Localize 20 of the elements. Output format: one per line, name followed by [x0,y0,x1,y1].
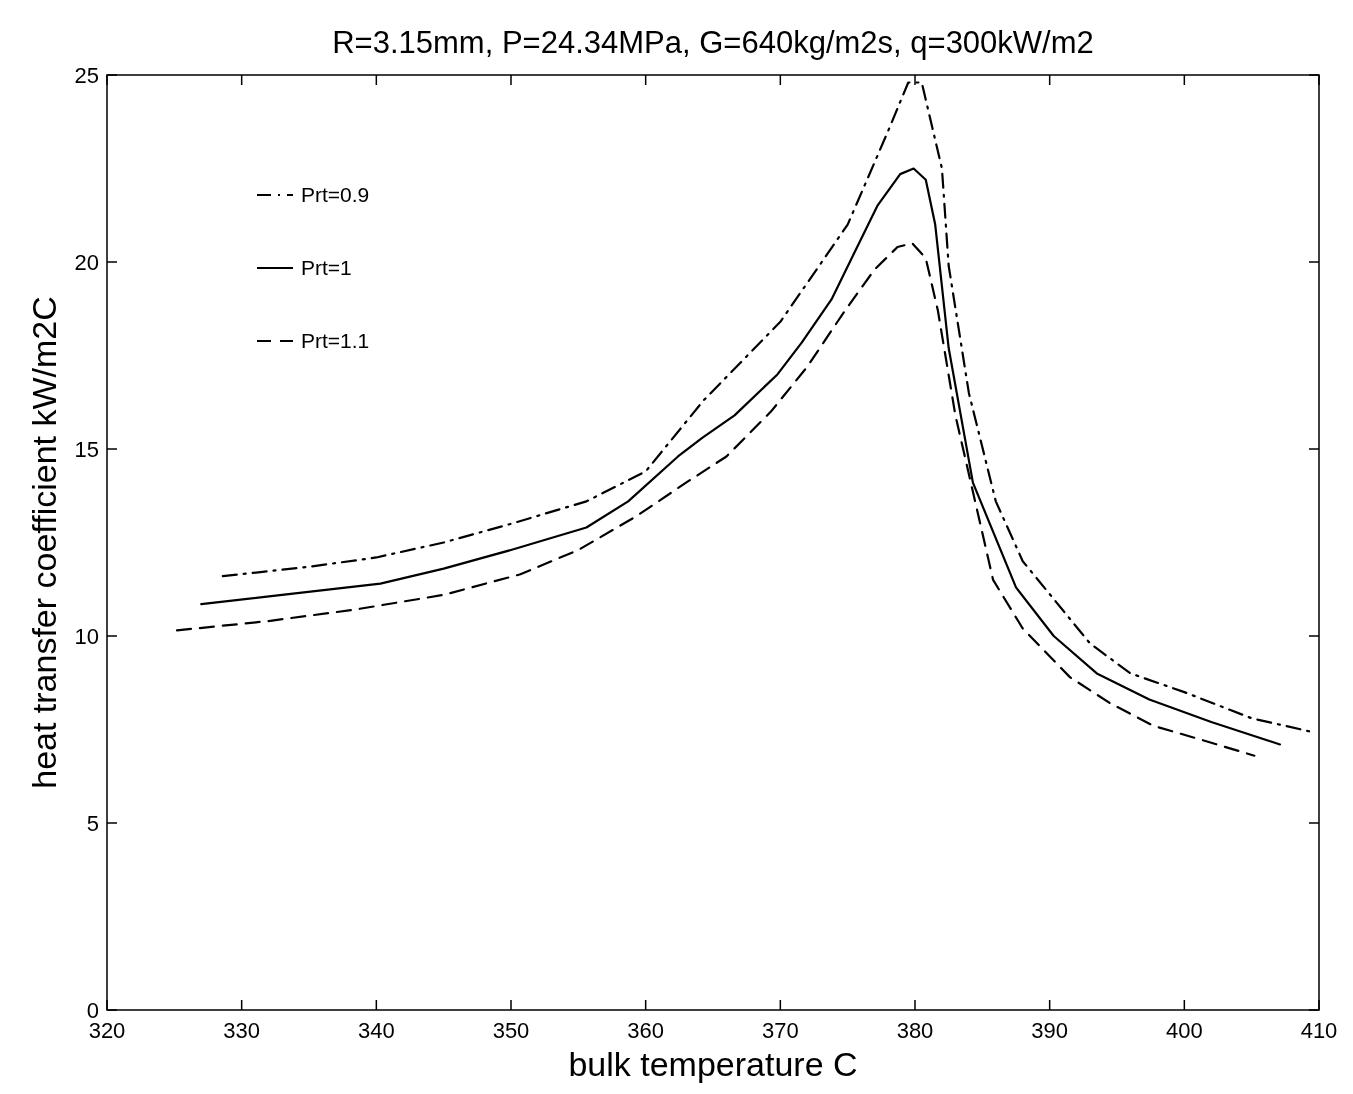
x-axis-title: bulk temperature C [568,1045,858,1083]
x-tick-label: 340 [357,1018,395,1043]
y-tick-label: 10 [74,624,99,649]
y-tick-label: 25 [74,63,99,88]
legend-label: Prt=1.1 [301,329,370,352]
legend-label: Prt=1 [301,256,352,279]
legend-label: Prt=0.9 [301,183,370,206]
x-tick-label: 350 [492,1018,530,1043]
y-tick-label: 15 [74,437,99,462]
x-tick-label: 400 [1165,1018,1203,1043]
x-tick-label: 410 [1300,1018,1338,1043]
x-tick-label: 330 [223,1018,261,1043]
x-tick-label: 370 [761,1018,799,1043]
x-tick-label: 360 [627,1018,665,1043]
y-tick-label: 20 [74,250,99,275]
y-tick-label: 5 [86,811,99,836]
x-tick-label: 380 [896,1018,934,1043]
chart-title: R=3.15mm, P=24.34MPa, G=640kg/m2s, q=300kW/m2 [332,25,1094,60]
y-axis-title: heat transfer coefficient kW/m2C [25,296,63,789]
x-tick-label: 390 [1031,1018,1069,1043]
